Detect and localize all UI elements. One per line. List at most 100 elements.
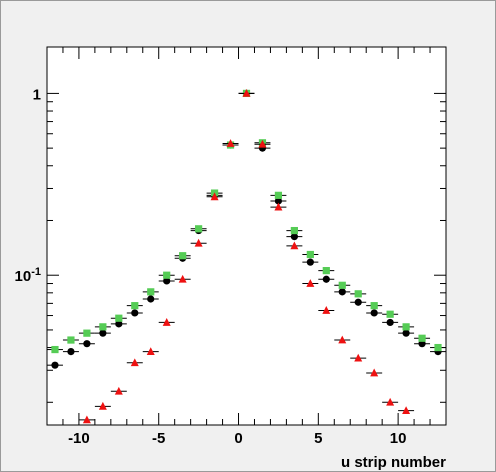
marker-square — [179, 252, 187, 260]
data-point-triangle — [398, 406, 415, 415]
marker-square — [147, 288, 155, 296]
data-point-triangle — [174, 274, 191, 283]
data-point-square — [318, 267, 335, 275]
marker-square — [51, 345, 59, 354]
data-point-triangle — [110, 386, 127, 395]
data-point-triangle — [126, 358, 143, 367]
marker-triangle — [146, 347, 155, 356]
data-point-circle — [270, 197, 287, 205]
data-point-circle — [350, 298, 367, 306]
marker-square — [338, 281, 346, 289]
data-point-square — [126, 302, 143, 310]
marker-circle — [115, 320, 123, 328]
marker-circle — [338, 288, 346, 296]
x-tick-label: 5 — [314, 430, 322, 447]
marker-square — [386, 310, 394, 318]
data-point-triangle — [382, 397, 399, 406]
y-tick-label: 10-1 — [15, 266, 41, 285]
data-point-triangle — [190, 238, 207, 247]
marker-circle — [322, 275, 330, 283]
data-point-triangle — [366, 368, 383, 377]
data-point-circle — [334, 288, 351, 296]
marker-triangle — [402, 406, 411, 415]
marker-square — [306, 250, 314, 259]
marker-triangle — [274, 202, 283, 211]
marker-circle — [67, 348, 75, 356]
marker-circle — [147, 295, 155, 303]
data-point-square — [174, 252, 191, 260]
marker-triangle — [354, 353, 363, 362]
marker-circle — [354, 298, 362, 306]
marker-circle — [386, 318, 394, 327]
marker-triangle — [98, 401, 107, 410]
marker-triangle — [178, 274, 187, 283]
x-tick-label: 0 — [234, 430, 242, 447]
data-point-triangle — [206, 192, 223, 201]
data-point-square — [158, 271, 175, 279]
marker-triangle — [226, 139, 235, 147]
data-point-circle — [382, 318, 399, 327]
data-point-square — [366, 302, 383, 310]
y-tick-label: 1 — [33, 86, 41, 103]
data-point-square — [62, 336, 79, 344]
marker-circle — [370, 309, 378, 317]
data-point-square — [414, 334, 431, 342]
marker-square — [195, 225, 203, 233]
marker-square — [67, 336, 75, 344]
data-point-triangle — [302, 279, 319, 287]
marker-triangle — [194, 238, 203, 247]
data-point-circle — [142, 295, 159, 303]
marker-triangle — [290, 241, 299, 250]
marker-circle — [163, 277, 171, 285]
x-tick-label: -10 — [68, 430, 90, 447]
marker-triangle — [338, 335, 347, 344]
data-point-square — [78, 329, 95, 337]
data-point-square — [142, 288, 159, 296]
data-point-circle — [366, 309, 383, 317]
data-point-square — [270, 191, 287, 199]
marker-square — [322, 267, 330, 275]
data-point-circle — [47, 361, 63, 369]
data-point-circle — [398, 329, 415, 337]
axis-ticks — [46, 47, 447, 425]
data-point-square — [350, 290, 367, 298]
data-point-circle — [414, 340, 431, 348]
marker-square — [434, 343, 442, 352]
marker-square — [290, 226, 298, 235]
marker-triangle — [210, 192, 219, 201]
data-point-circle — [94, 329, 111, 337]
marker-triangle — [162, 318, 171, 326]
marker-square — [163, 271, 171, 279]
data-point-triangle — [270, 202, 287, 211]
data-point-triangle — [286, 241, 303, 250]
data-point-square — [430, 343, 446, 352]
marker-triangle — [386, 397, 395, 406]
data-point-circle — [78, 340, 95, 348]
marker-square — [115, 314, 123, 322]
data-point-square — [94, 323, 111, 331]
data-point-square — [110, 314, 127, 322]
data-points — [47, 89, 446, 424]
marker-circle — [306, 258, 314, 266]
data-point-triangle — [222, 139, 239, 147]
marker-circle — [131, 309, 139, 317]
data-point-square — [286, 226, 303, 235]
data-point-triangle — [158, 318, 175, 326]
data-point-square — [47, 345, 63, 354]
data-point-square — [302, 250, 319, 259]
data-point-triangle — [78, 415, 95, 424]
marker-square — [99, 323, 107, 331]
data-point-triangle — [318, 306, 335, 314]
marker-circle — [83, 340, 91, 348]
data-point-circle — [286, 233, 303, 241]
marker-triangle — [370, 368, 379, 377]
data-point-circle — [158, 277, 175, 285]
marker-circle — [290, 233, 298, 241]
data-point-square — [334, 281, 351, 289]
marker-triangle — [114, 386, 123, 395]
marker-square — [354, 290, 362, 298]
marker-circle — [274, 197, 283, 205]
marker-circle — [99, 329, 107, 337]
marker-square — [274, 191, 283, 199]
data-point-circle — [302, 258, 319, 266]
